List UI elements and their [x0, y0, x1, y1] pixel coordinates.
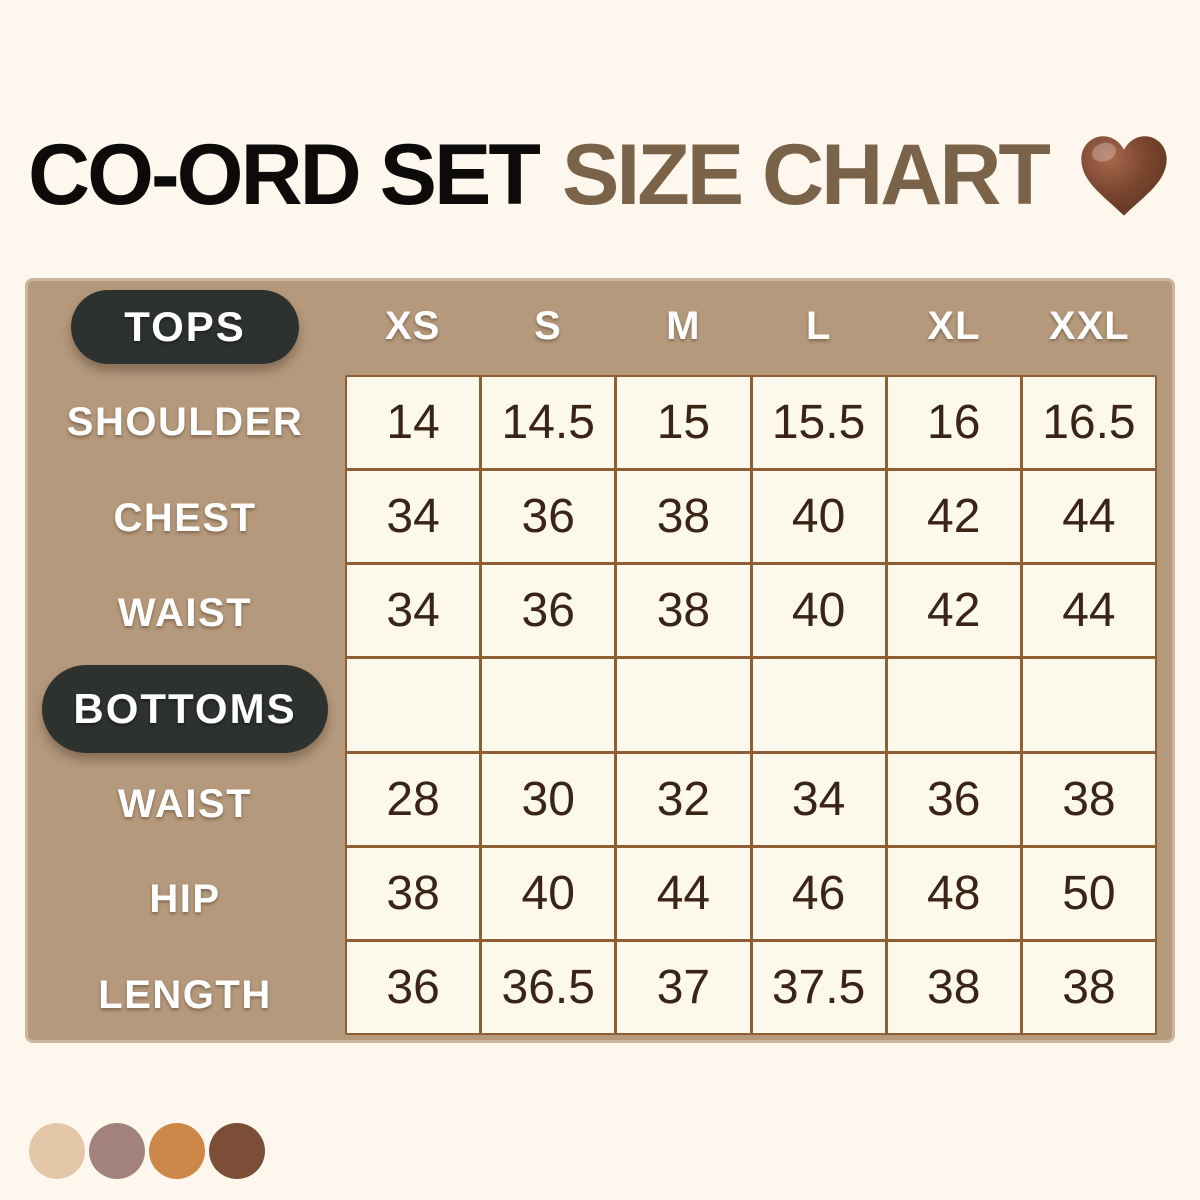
size-cell: 14.5 [482, 377, 615, 469]
row-label-slot: SHOULDER [25, 375, 345, 470]
size-column-headers: XS S M L XL XXL [345, 304, 1157, 349]
size-cell: 38 [347, 847, 480, 939]
size-cell: 38 [617, 565, 750, 657]
size-cell: 15 [617, 377, 750, 469]
size-cell: 36 [887, 753, 1020, 845]
row-label-chest: CHEST [113, 495, 257, 540]
section-pill-tops: TOPS [71, 289, 299, 364]
table-body: SHOULDER CHEST WAIST BOTTOMS WAIST HIP [25, 375, 1157, 1043]
column-header-xs: XS [384, 304, 441, 348]
row-label-slot: BOTTOMS [25, 661, 345, 756]
color-palette [29, 1123, 265, 1179]
size-cell: 37.5 [752, 941, 885, 1033]
size-cell: 40 [752, 565, 885, 657]
size-cell-empty [617, 659, 750, 751]
size-cell: 14 [347, 377, 480, 469]
table-header-row: TOPS XS S M L XL XXL [25, 278, 1157, 375]
size-cell: 36 [482, 471, 615, 563]
size-cell: 34 [347, 471, 480, 563]
brown-heart-icon [1081, 136, 1167, 216]
size-cell: 38 [617, 471, 750, 563]
section-pill-bottoms: BOTTOMS [42, 664, 328, 753]
size-cell: 46 [752, 847, 885, 939]
column-header-s: S [534, 304, 562, 348]
size-cell-empty [1022, 659, 1155, 751]
size-cell-empty [887, 659, 1020, 751]
size-cell: 50 [1022, 847, 1155, 939]
size-cell: 32 [617, 753, 750, 845]
size-cell: 38 [1022, 753, 1155, 845]
size-cell: 34 [347, 565, 480, 657]
palette-swatch-mauve [89, 1123, 145, 1179]
column-header-l: L [805, 304, 832, 348]
row-label-length: LENGTH [98, 972, 272, 1017]
row-label-slot: CHEST [25, 470, 345, 565]
row-label-waist-tops: WAIST [117, 591, 253, 636]
column-header-m: M [666, 304, 701, 348]
measurements-grid: 14 14.5 15 15.5 16 16.5 34 36 38 40 42 4… [345, 375, 1157, 1035]
palette-swatch-dark-brown [209, 1123, 265, 1179]
row-label-slot: WAIST [25, 566, 345, 661]
page-title: CO-ORD SET SIZE CHART [0, 128, 1200, 222]
size-cell-empty [482, 659, 615, 751]
row-labels-column: SHOULDER CHEST WAIST BOTTOMS WAIST HIP [25, 375, 345, 1043]
row-label-hip: HIP [149, 877, 221, 922]
column-header-xxl: XXL [1048, 304, 1130, 348]
size-cell: 40 [752, 471, 885, 563]
size-cell: 37 [617, 941, 750, 1033]
palette-swatch-light-tan [29, 1123, 85, 1179]
size-cell: 15.5 [752, 377, 885, 469]
size-cell: 36 [482, 565, 615, 657]
title-size-chart: SIZE CHART [561, 127, 1051, 223]
row-label-slot: WAIST [25, 757, 345, 852]
row-label-waist-bottoms: WAIST [117, 781, 253, 826]
title-product: CO-ORD SET [28, 127, 541, 223]
row-label-slot: HIP [25, 852, 345, 947]
size-cell: 40 [482, 847, 615, 939]
column-header-xl: XL [927, 304, 981, 348]
row-label-shoulder: SHOULDER [66, 400, 304, 445]
size-cell: 30 [482, 753, 615, 845]
header-label-slot: TOPS [25, 289, 345, 364]
size-cell: 36 [347, 941, 480, 1033]
size-cell: 16 [887, 377, 1020, 469]
size-cell: 36.5 [482, 941, 615, 1033]
size-cell: 42 [887, 471, 1020, 563]
size-cell-empty [752, 659, 885, 751]
size-cell: 48 [887, 847, 1020, 939]
size-cell: 34 [752, 753, 885, 845]
size-chart-table: TOPS XS S M L XL XXL SHOULDER CHEST W [25, 278, 1175, 1043]
size-cell: 42 [887, 565, 1020, 657]
size-cell: 16.5 [1022, 377, 1155, 469]
size-cell: 38 [1022, 941, 1155, 1033]
row-label-slot: LENGTH [25, 948, 345, 1043]
size-cell: 44 [1022, 565, 1155, 657]
size-cell: 38 [887, 941, 1020, 1033]
size-cell-empty [347, 659, 480, 751]
size-cell: 44 [617, 847, 750, 939]
size-cell: 44 [1022, 471, 1155, 563]
size-cell: 28 [347, 753, 480, 845]
palette-swatch-orange [149, 1123, 205, 1179]
